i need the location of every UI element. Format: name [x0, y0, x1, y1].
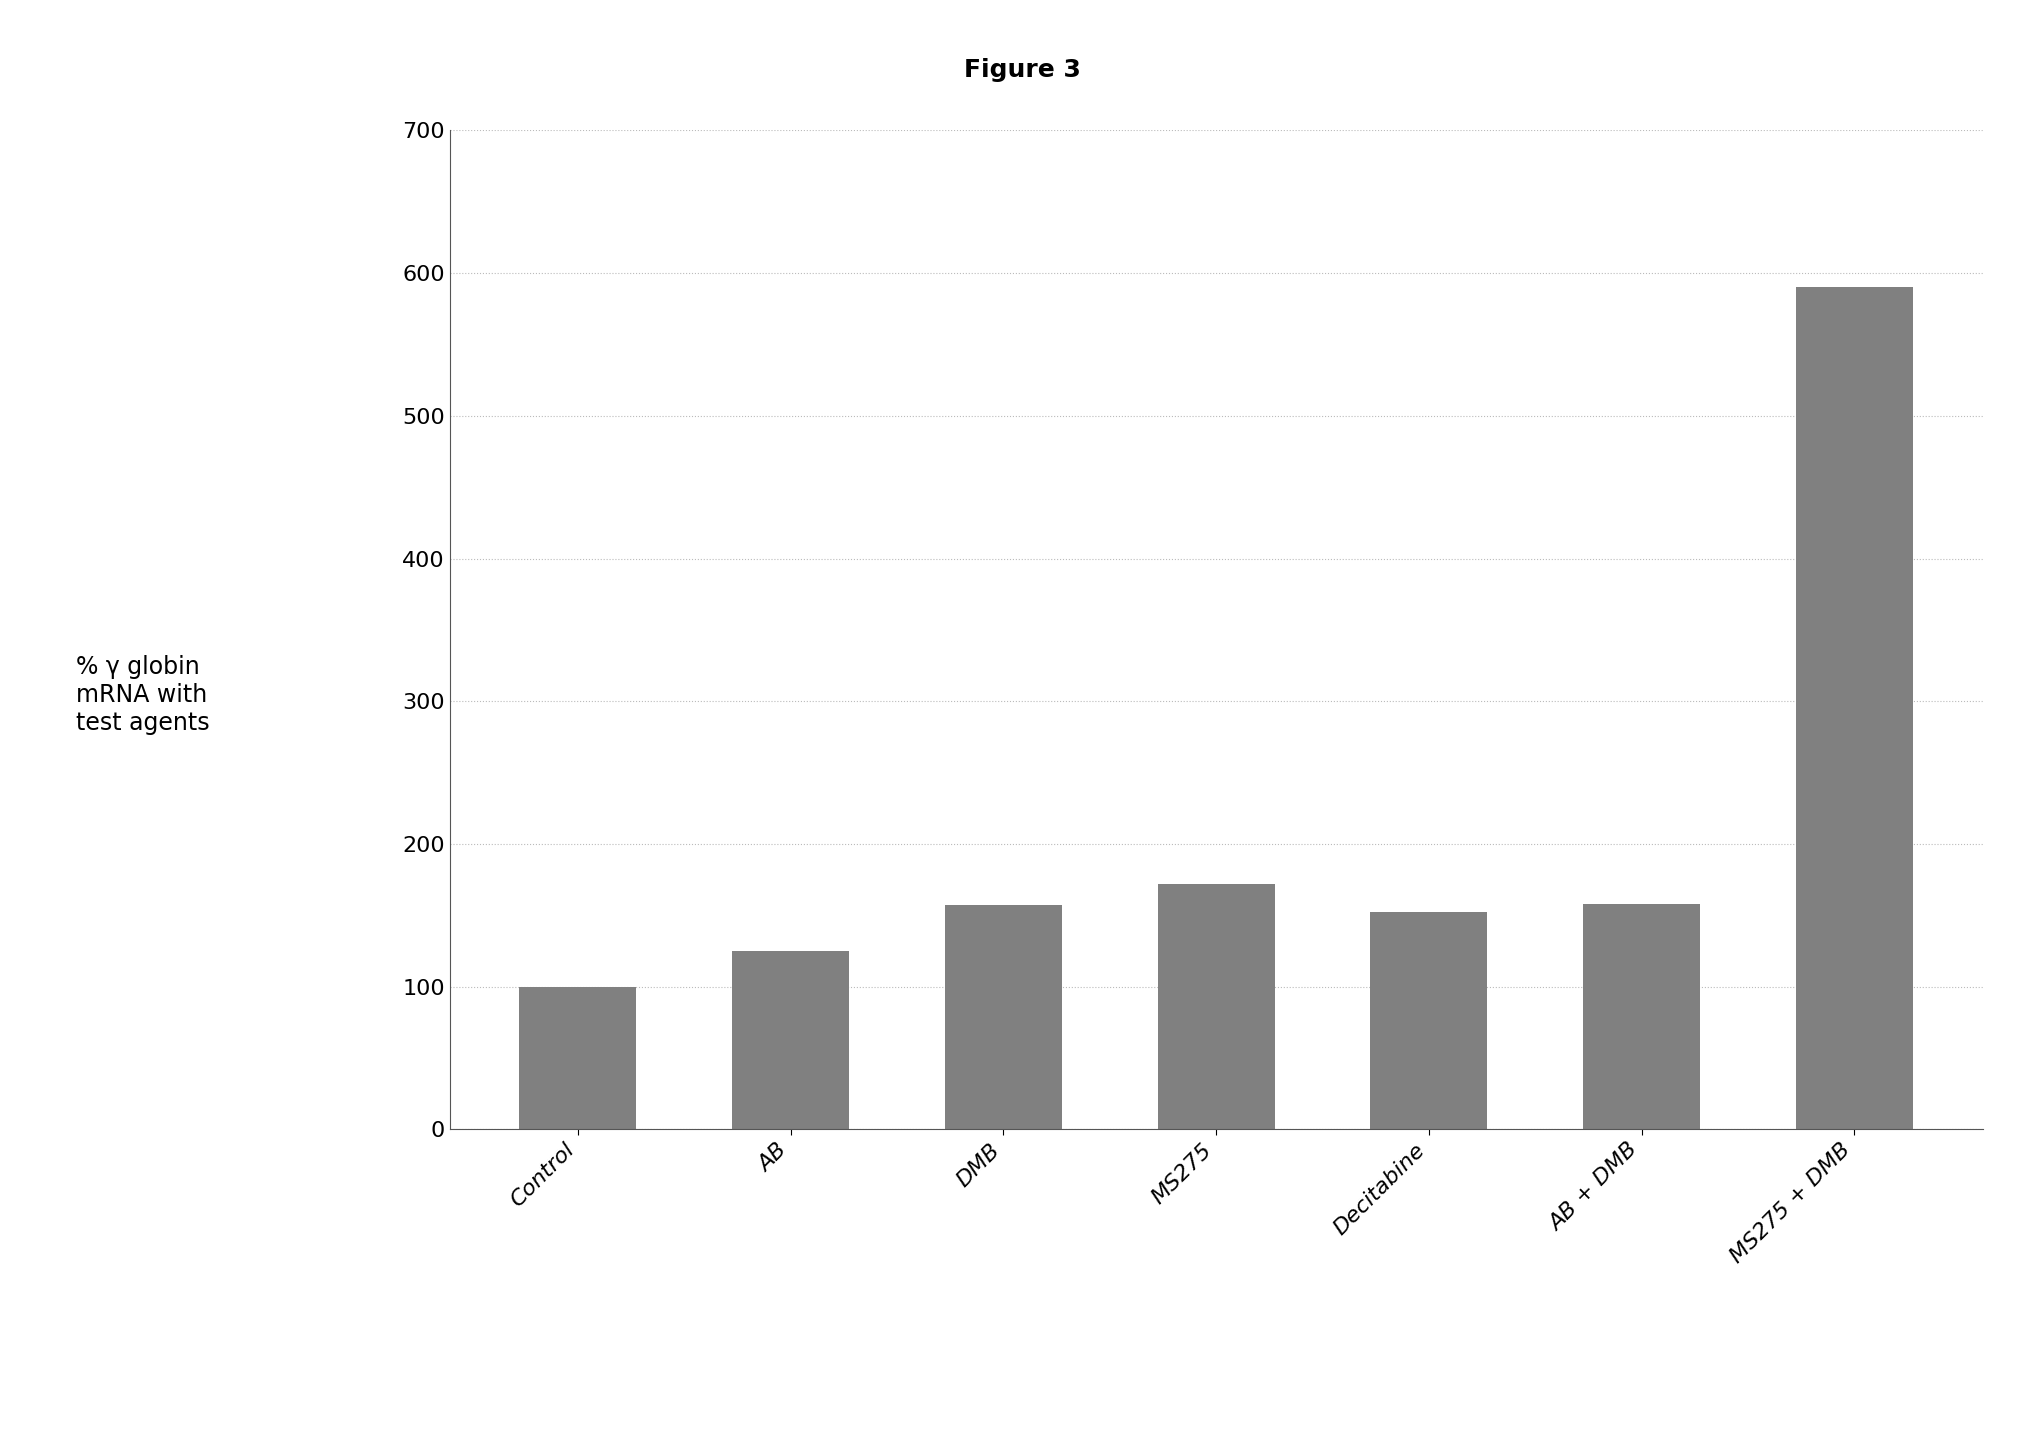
Bar: [1584, 904, 1701, 1129]
Bar: [944, 905, 1063, 1129]
Bar: [732, 951, 848, 1129]
Bar: [1797, 287, 1913, 1129]
Text: % γ globin
mRNA with
test agents: % γ globin mRNA with test agents: [76, 656, 211, 734]
Bar: [519, 986, 636, 1129]
Text: Figure 3: Figure 3: [963, 58, 1081, 83]
Bar: [1157, 883, 1275, 1129]
Bar: [1369, 912, 1488, 1129]
